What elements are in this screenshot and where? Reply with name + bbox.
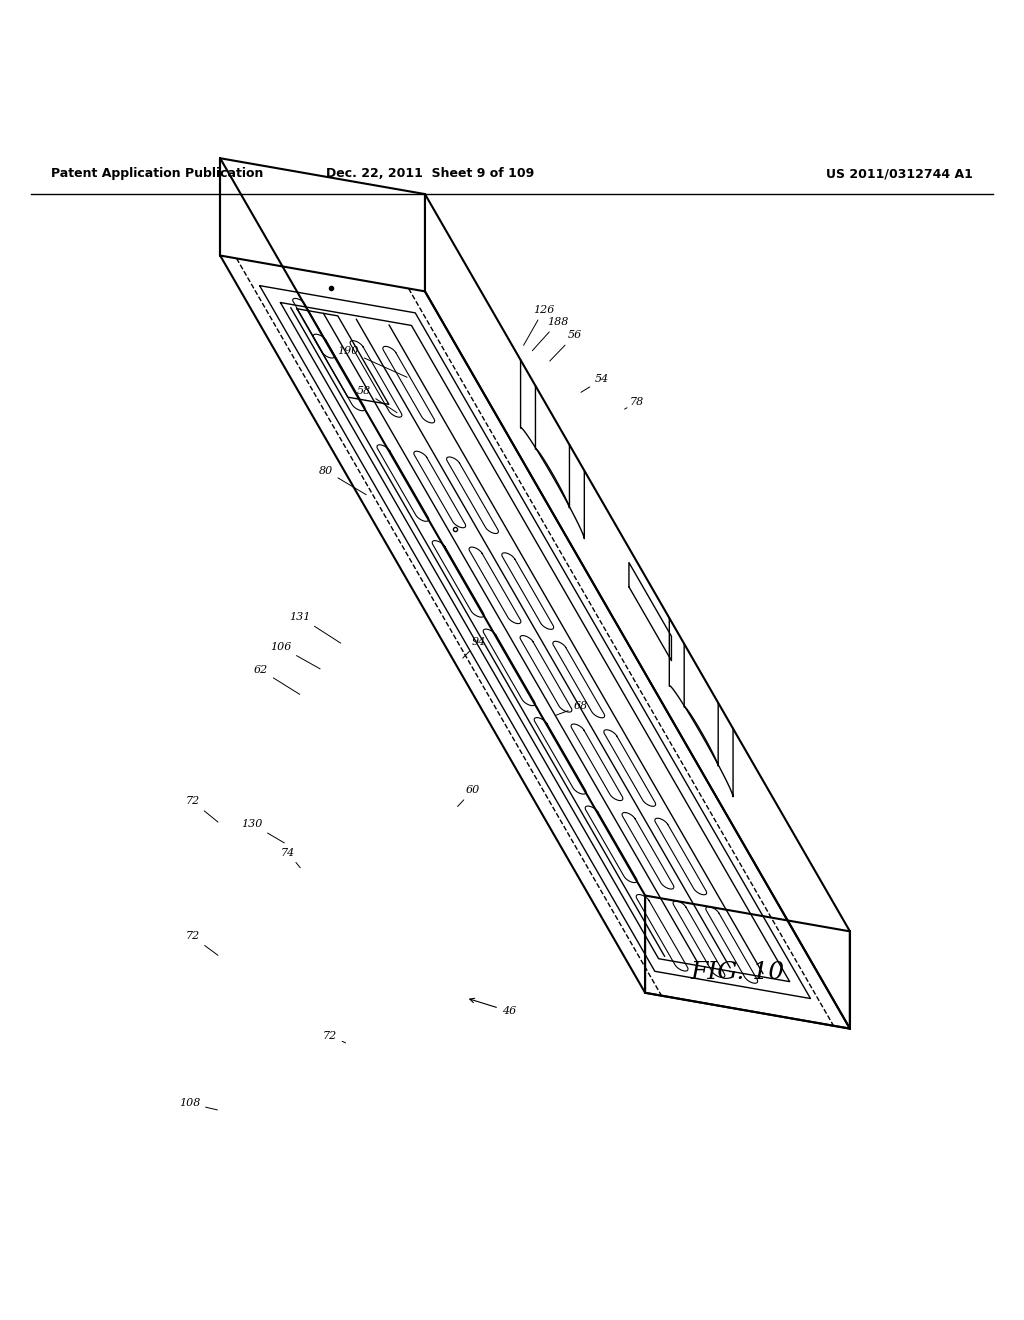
Text: 54: 54 bbox=[581, 375, 609, 392]
Text: 72: 72 bbox=[185, 932, 218, 956]
Text: US 2011/0312744 A1: US 2011/0312744 A1 bbox=[826, 168, 973, 180]
Text: 68: 68 bbox=[556, 701, 588, 715]
Text: Dec. 22, 2011  Sheet 9 of 109: Dec. 22, 2011 Sheet 9 of 109 bbox=[326, 168, 535, 180]
Text: 56: 56 bbox=[550, 330, 582, 362]
Text: 126: 126 bbox=[523, 305, 554, 346]
Text: 94: 94 bbox=[463, 636, 486, 659]
Text: 60: 60 bbox=[458, 785, 480, 807]
Text: 62: 62 bbox=[254, 665, 300, 694]
Text: 106: 106 bbox=[270, 642, 321, 669]
Text: 108: 108 bbox=[179, 1098, 217, 1110]
Text: Patent Application Publication: Patent Application Publication bbox=[51, 168, 263, 180]
Text: 188: 188 bbox=[532, 317, 568, 351]
Text: 78: 78 bbox=[625, 397, 644, 409]
Text: 72: 72 bbox=[323, 1031, 346, 1043]
Text: 190: 190 bbox=[338, 346, 408, 378]
Text: 46: 46 bbox=[470, 998, 516, 1016]
Text: 74: 74 bbox=[281, 847, 300, 867]
Text: 58: 58 bbox=[356, 385, 397, 413]
Text: 72: 72 bbox=[185, 796, 218, 822]
Text: 80: 80 bbox=[318, 466, 367, 495]
Text: 130: 130 bbox=[242, 818, 285, 843]
Text: 131: 131 bbox=[290, 612, 341, 643]
Text: FIG. 10: FIG. 10 bbox=[690, 961, 784, 983]
